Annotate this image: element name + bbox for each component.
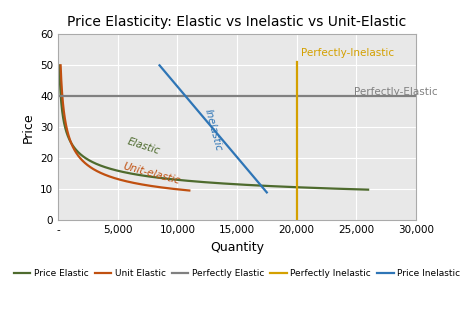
X-axis label: Quantity: Quantity (210, 241, 264, 254)
Unit Elastic (158, 185, 164, 189)
Price Elastic (182, 178, 187, 182)
Text: Unit-elastic: Unit-elastic (121, 161, 181, 186)
Title: Price Elasticity: Elastic vs Inelastic vs Unit-Elastic: Price Elasticity: Elastic vs Inelastic v… (67, 15, 407, 29)
Text: Perfectly-Elastic: Perfectly-Elastic (354, 87, 438, 97)
Price Inelastic (157, 63, 163, 67)
Line: Unit Elastic: Unit Elastic (61, 65, 189, 191)
Text: Perfectly-Inelastic: Perfectly-Inelastic (301, 48, 394, 58)
Unit Elastic (161, 186, 166, 190)
Price Elastic (303, 186, 309, 190)
Legend: Price Elastic, Unit Elastic, Perfectly Elastic, Perfectly Inelastic, Price Inela: Price Elastic, Unit Elastic, Perfectly E… (10, 266, 464, 282)
Price Elastic (269, 184, 274, 188)
Price Elastic (88, 159, 94, 163)
Price Elastic (192, 179, 198, 183)
Line: Price Inelastic: Price Inelastic (160, 65, 267, 193)
Price Elastic (297, 185, 303, 189)
Unit Elastic (186, 189, 192, 193)
Unit Elastic (110, 175, 116, 179)
Unit Elastic (58, 63, 64, 67)
Text: Elastic: Elastic (127, 136, 162, 156)
Unit Elastic (71, 147, 77, 151)
Y-axis label: Price: Price (22, 112, 35, 143)
Price Inelastic (264, 191, 270, 195)
Line: Price Elastic: Price Elastic (59, 65, 368, 190)
Price Elastic (365, 188, 371, 192)
Unit Elastic (146, 184, 152, 188)
Text: Inelastic: Inelastic (203, 108, 224, 153)
Unit Elastic (114, 177, 120, 181)
Price Elastic (56, 63, 62, 67)
